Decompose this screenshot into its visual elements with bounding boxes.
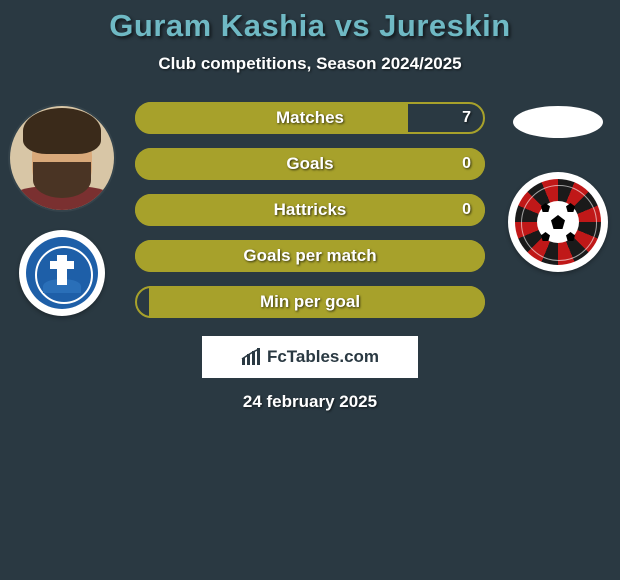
comparison-row: Matches 7 Goals 0 Hattricks 0 Goals per match M… [0,102,620,318]
club-badge-right [508,172,608,272]
stat-row: Min per goal [135,286,485,318]
stat-value-right: 0 [462,155,471,173]
spartak-logo-icon [515,179,601,265]
stat-row: Goals per match [135,240,485,272]
stat-value-right: 0 [462,201,471,219]
player-avatar-right-placeholder [513,106,603,138]
player-avatar-left [10,106,114,210]
stat-value-right: 7 [462,109,471,127]
chart-icon [241,348,263,366]
subtitle: Club competitions, Season 2024/2025 [0,54,620,74]
stats-column: Matches 7 Goals 0 Hattricks 0 Goals per match M… [135,102,485,318]
page-title: Guram Kashia vs Jureskin [0,8,620,44]
stat-label: Min per goal [260,292,360,312]
brand-text: FcTables.com [267,347,379,367]
date-text: 24 february 2025 [0,392,620,412]
left-column [7,102,117,316]
stat-label: Matches [276,108,344,128]
slovan-logo-icon [26,237,98,309]
stat-row: Matches 7 [135,102,485,134]
stat-label: Hattricks [274,200,347,220]
stat-row: Goals 0 [135,148,485,180]
stat-row: Hattricks 0 [135,194,485,226]
brand-attribution: FcTables.com [202,336,418,378]
club-badge-left [19,230,105,316]
stat-label: Goals [286,154,333,174]
right-column [503,102,613,272]
stat-label: Goals per match [243,246,376,266]
